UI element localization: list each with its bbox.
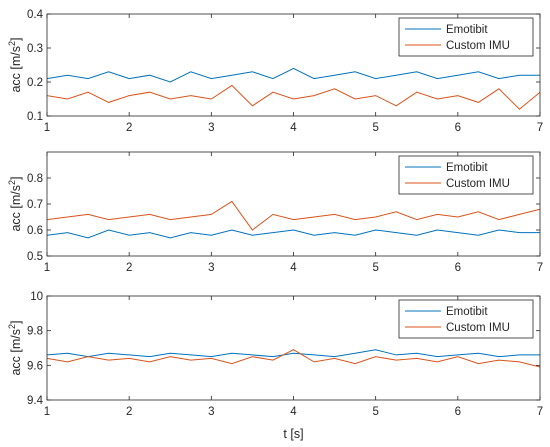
y-axis-label-prefix: acc [m/s — [9, 329, 23, 376]
y-tick-label: 0.7 — [27, 199, 43, 211]
x-tick-label: 4 — [290, 122, 297, 134]
x-tick-label: 7 — [537, 406, 543, 418]
x-tick-label: 3 — [208, 406, 214, 418]
legend-label-emotibit: Emotibit — [446, 306, 488, 318]
x-tick-label: 2 — [126, 122, 132, 134]
legend-box — [398, 155, 534, 195]
y-axis-label: acc [m/s2] — [7, 320, 23, 375]
legend-box — [398, 299, 534, 339]
legend-label-custom-imu: Custom IMU — [446, 178, 510, 190]
x-tick-label: 2 — [126, 262, 132, 274]
y-axis-label-prefix: acc [m/s — [9, 46, 23, 93]
y-axis-label-suffix: ] — [9, 320, 23, 323]
y-axis-label: acc [m/s2] — [7, 37, 23, 92]
x-axis-label: t [s] — [283, 427, 303, 441]
series-line-custom-imu — [47, 349, 540, 368]
y-tick-label: 0.6 — [27, 225, 43, 237]
series-line-emotibit — [47, 67, 540, 83]
x-tick-label: 3 — [208, 122, 214, 134]
y-axis-label-sup: 2 — [7, 324, 17, 329]
y-tick-label: 0.8 — [27, 173, 43, 185]
x-tick-label: 4 — [290, 406, 297, 418]
legend: Emotibit Custom IMU — [398, 155, 534, 195]
x-tick-label: 4 — [290, 262, 297, 274]
series-line-emotibit — [47, 229, 540, 239]
y-tick-label: 0.2 — [27, 77, 43, 89]
legend-box — [398, 17, 534, 57]
x-tick-label: 5 — [372, 122, 378, 134]
x-tick-label: 1 — [44, 262, 50, 274]
x-tick-label: 7 — [537, 122, 543, 134]
x-tick-label: 1 — [44, 406, 50, 418]
x-tick-label: 5 — [372, 406, 378, 418]
legend-label-emotibit: Emotibit — [446, 162, 488, 174]
y-axis-label-sup: 2 — [7, 180, 17, 185]
y-axis-label-suffix: ] — [9, 176, 23, 179]
series-line-custom-imu — [47, 84, 540, 110]
series-line-emotibit — [47, 349, 540, 358]
legend-label-custom-imu: Custom IMU — [446, 40, 510, 52]
y-axis-label-sup: 2 — [7, 41, 17, 46]
y-axis-label-prefix: acc [m/s — [9, 185, 23, 232]
x-tick-label: 1 — [44, 122, 50, 134]
y-tick-label: 0.4 — [27, 9, 44, 21]
x-tick-label: 6 — [455, 262, 461, 274]
y-tick-label: 0.3 — [27, 43, 43, 55]
y-tick-label: 0.1 — [27, 111, 43, 123]
x-tick-label: 7 — [537, 262, 543, 274]
legend: Emotibit Custom IMU — [398, 17, 534, 57]
y-axis-label-suffix: ] — [9, 37, 23, 40]
legend: Emotibit Custom IMU — [398, 299, 534, 339]
y-tick-label: 9.6 — [27, 360, 43, 372]
x-tick-label: 2 — [126, 406, 132, 418]
y-tick-label: 10 — [30, 291, 43, 303]
x-tick-label: 6 — [455, 122, 461, 134]
x-tick-label: 3 — [208, 262, 214, 274]
legend-label-emotibit: Emotibit — [446, 24, 488, 36]
series-line-custom-imu — [47, 200, 540, 231]
legend-label-custom-imu: Custom IMU — [446, 322, 510, 334]
x-tick-label: 6 — [455, 406, 461, 418]
y-tick-label: 9.8 — [27, 326, 43, 338]
y-axis-label: acc [m/s2] — [7, 176, 23, 231]
x-tick-label: 5 — [372, 262, 378, 274]
y-tick-label: 9.4 — [27, 395, 44, 407]
y-tick-label: 0.5 — [27, 251, 43, 263]
